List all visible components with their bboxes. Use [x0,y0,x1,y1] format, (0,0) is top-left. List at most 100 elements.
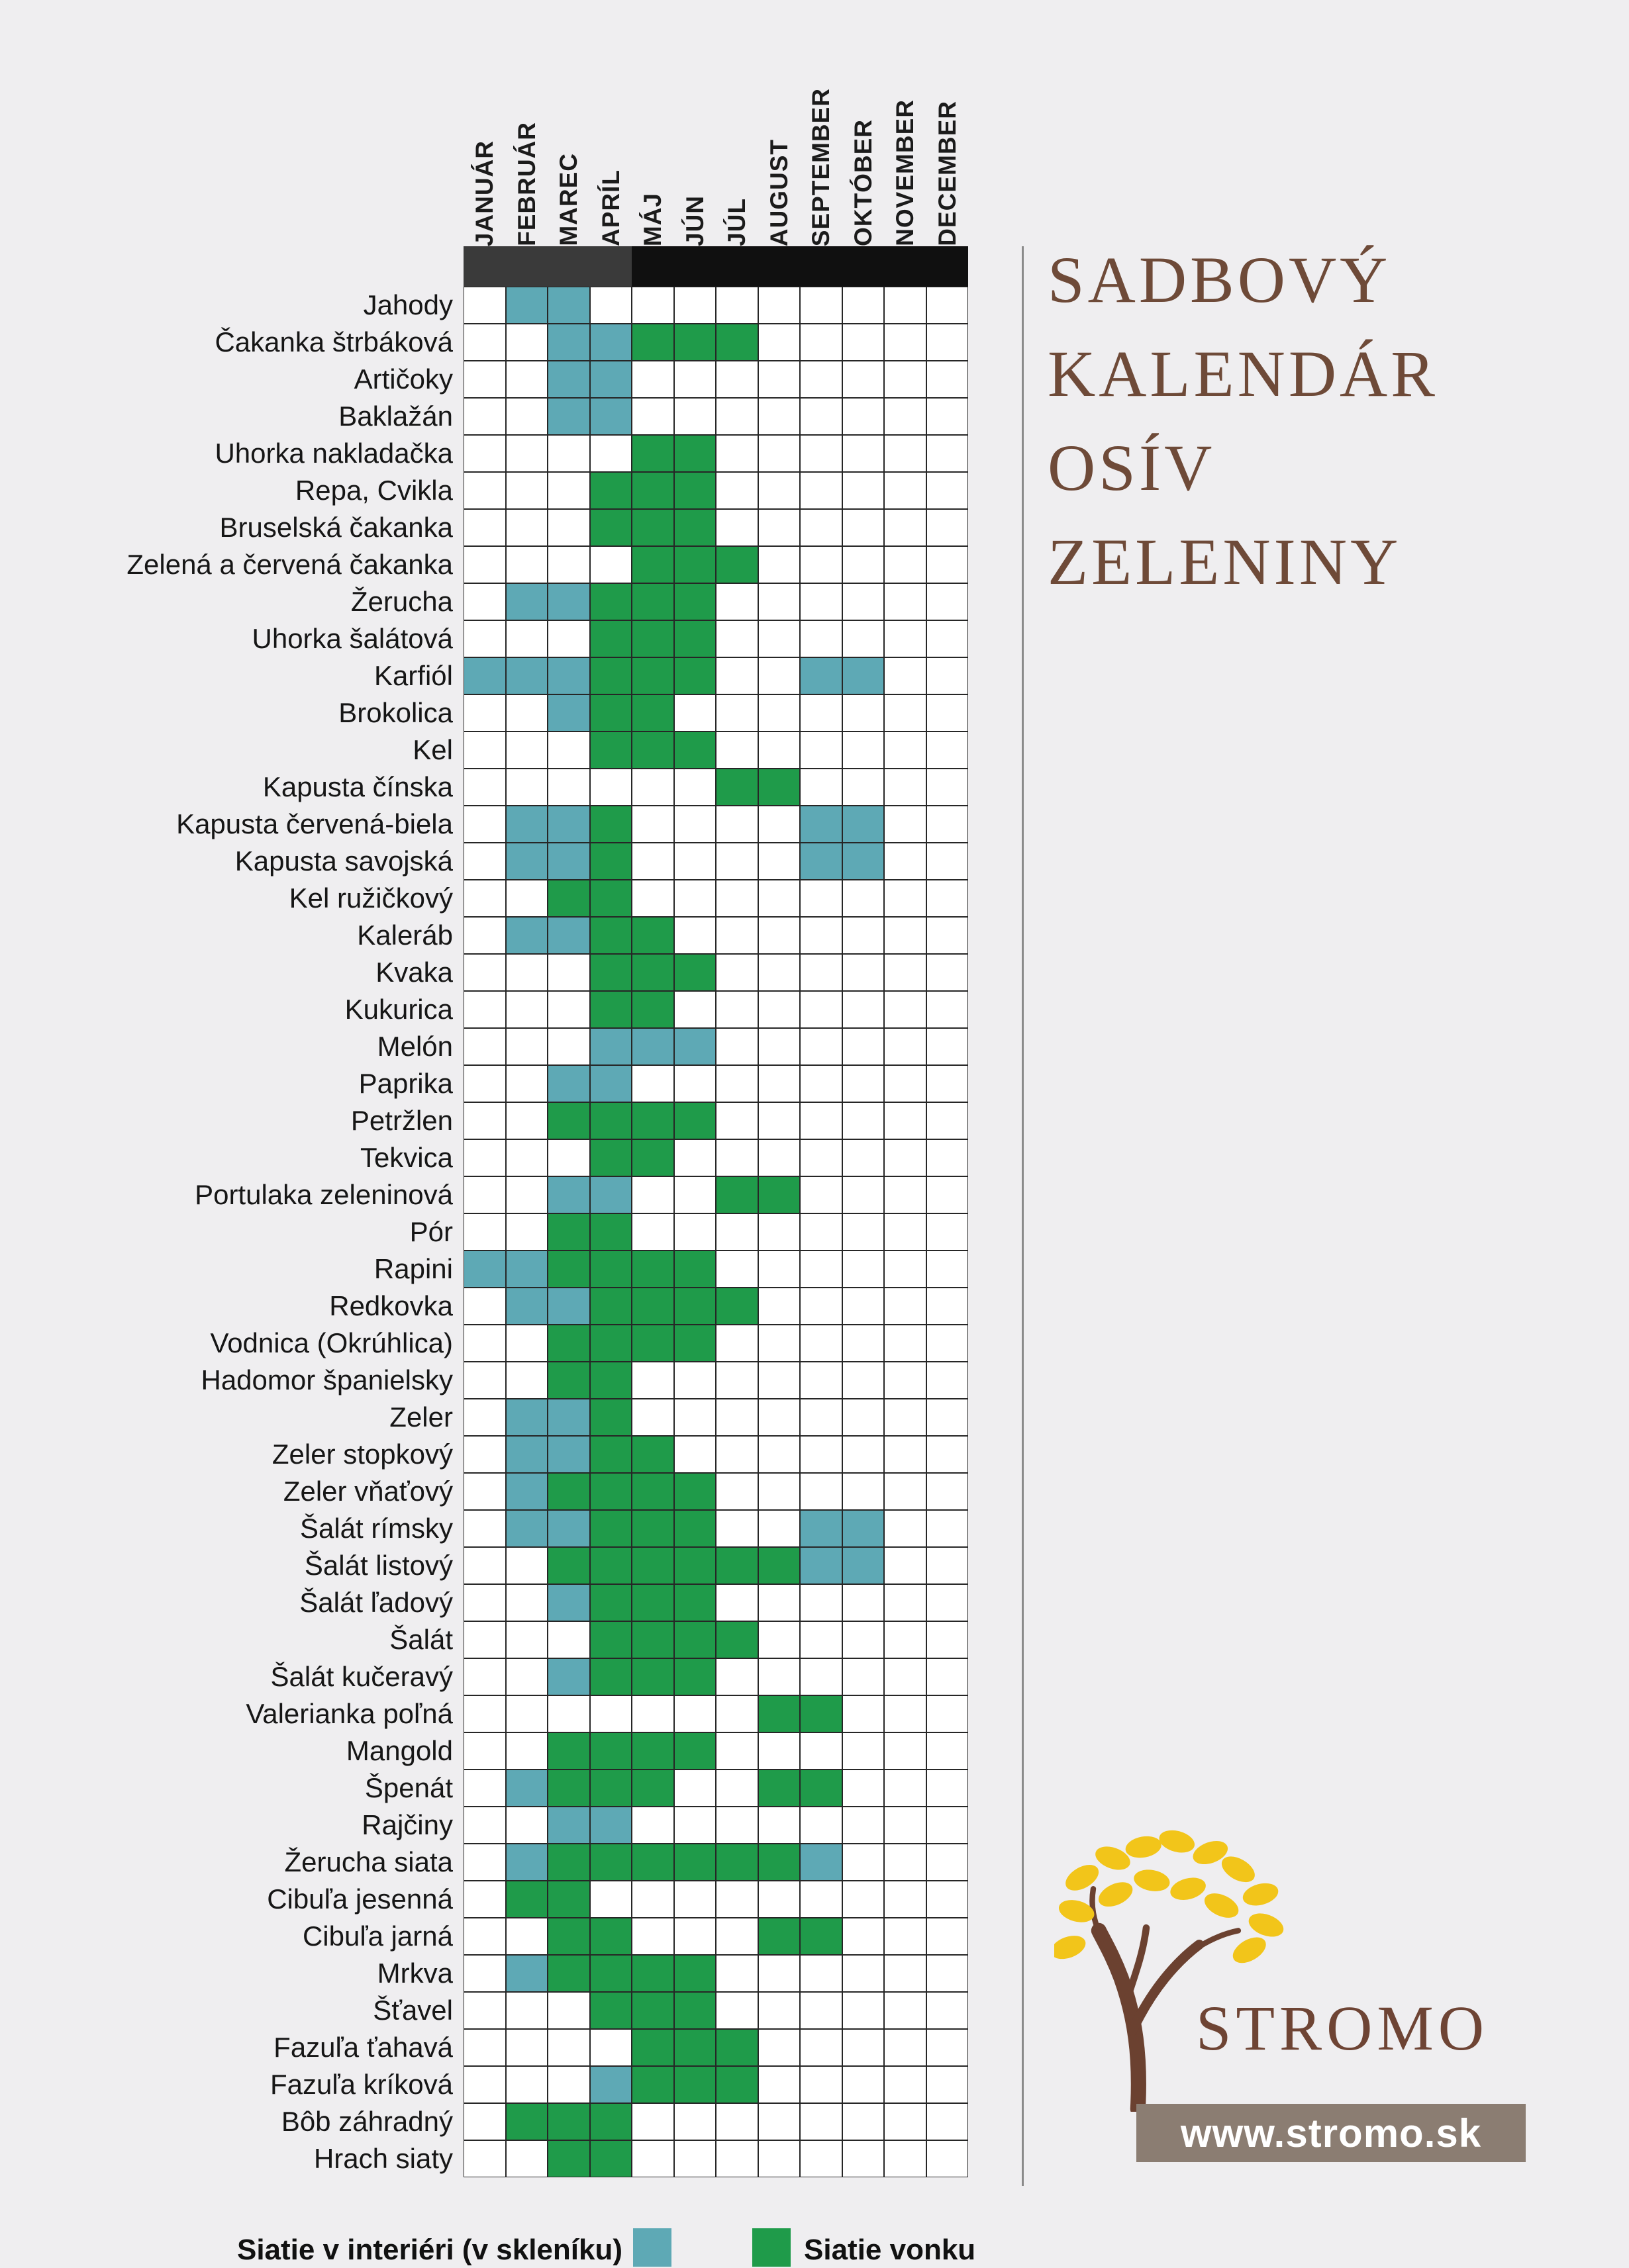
calendar-cell [842,732,884,769]
calendar-cell [464,769,506,806]
calendar-cell [716,1436,758,1473]
calendar-cell [673,806,716,843]
calendar-cell [800,769,842,806]
calendar-cell [505,1807,548,1844]
calendar-cell [926,991,968,1028]
calendar-cell [926,1065,968,1102]
calendar-cell [505,843,548,880]
calendar-cell [505,1584,548,1621]
calendar-cell [673,324,716,361]
row-label: Uhorka nakladačka [215,438,453,469]
calendar-cell [673,1325,716,1362]
calendar-cell [758,1436,800,1473]
calendar-cell [926,917,968,954]
calendar-cell [842,657,884,694]
title-line: KALENDÁR [1048,337,1438,410]
calendar-cell [716,1732,758,1770]
calendar-cell [716,1251,758,1288]
calendar-cell [800,732,842,769]
row-label: Paprika [358,1068,453,1099]
calendar-cell [758,1176,800,1213]
calendar-cell [548,361,590,398]
calendar-cell [505,1176,548,1213]
calendar-cell [464,1473,506,1510]
calendar-cell [926,1399,968,1436]
calendar-cell [673,2140,716,2177]
calendar-cell [758,620,800,657]
calendar-cell [716,1065,758,1102]
calendar-cell [548,657,590,694]
calendar-cell [589,435,632,472]
calendar-cell [716,1695,758,1732]
calendar-cell [716,1176,758,1213]
row-label: Fazuľa kríková [270,2069,453,2100]
calendar-cell [842,324,884,361]
calendar-grid: Jahody Čakanka štrbáková Artičoky Baklažán U… [0,287,968,2177]
tree-logo-icon [1054,1830,1284,2112]
row-label: Petržlen [350,1105,453,1136]
calendar-cell [716,2140,758,2177]
calendar-cell [716,398,758,435]
calendar-cell [464,732,506,769]
calendar-cell [464,1658,506,1695]
calendar-cell [884,2066,926,2103]
calendar-cell [716,1102,758,1139]
calendar-cell [800,2029,842,2066]
calendar-cell [800,1955,842,1992]
calendar-cell [673,546,716,583]
calendar-cell [673,509,716,546]
row-label: Baklažán [338,401,453,432]
row-label: Brokolica [338,697,453,728]
row-label: Uhorka šalátová [252,623,454,654]
calendar-cell [589,1547,632,1584]
calendar-cell [673,435,716,472]
calendar-cell [505,1547,548,1584]
calendar-cell [548,1473,590,1510]
calendar-cell [884,1844,926,1881]
calendar-cell [505,1770,548,1807]
calendar-cell [505,732,548,769]
calendar-cell [716,1844,758,1881]
calendar-cell [716,1621,758,1658]
calendar-cell [842,1510,884,1547]
row-label: Rajčiny [362,1809,453,1840]
calendar-cell [505,657,548,694]
calendar-cell [632,1473,674,1510]
calendar-cell [464,361,506,398]
calendar-cell [716,657,758,694]
calendar-cell [632,694,674,732]
calendar-cell [464,1139,506,1176]
calendar-cell [464,1844,506,1881]
calendar-cell [842,472,884,509]
calendar-cell [926,2103,968,2140]
calendar-cell [842,1028,884,1065]
calendar-cell [464,1251,506,1288]
calendar-cell [926,324,968,361]
calendar-cell [716,1658,758,1695]
row-label: Kapusta savojská [234,845,453,876]
calendar-cell [632,583,674,620]
calendar-cell [632,1139,674,1176]
calendar-cell [505,1362,548,1399]
month-label-text: JÚL [723,198,751,246]
calendar-cell [589,546,632,583]
calendar-cell [716,435,758,472]
calendar-cell [758,2103,800,2140]
row-label: Redkovka [329,1290,453,1321]
month-label-text: JANUÁR [471,140,499,246]
calendar-cell [632,1992,674,2029]
calendar-cell [505,1621,548,1658]
calendar-cell [842,287,884,324]
calendar-cell [884,1992,926,2029]
calendar-cell [464,324,506,361]
month-label: AUGUST [758,18,801,246]
calendar-cell [673,1621,716,1658]
calendar-cell [800,2140,842,2177]
legend-outdoor-swatch [752,2228,791,2267]
calendar-cell [926,769,968,806]
calendar-cell [548,1288,590,1325]
calendar-cell [884,657,926,694]
calendar-cell [464,1028,506,1065]
calendar-cell [589,1436,632,1473]
calendar-cell [505,324,548,361]
